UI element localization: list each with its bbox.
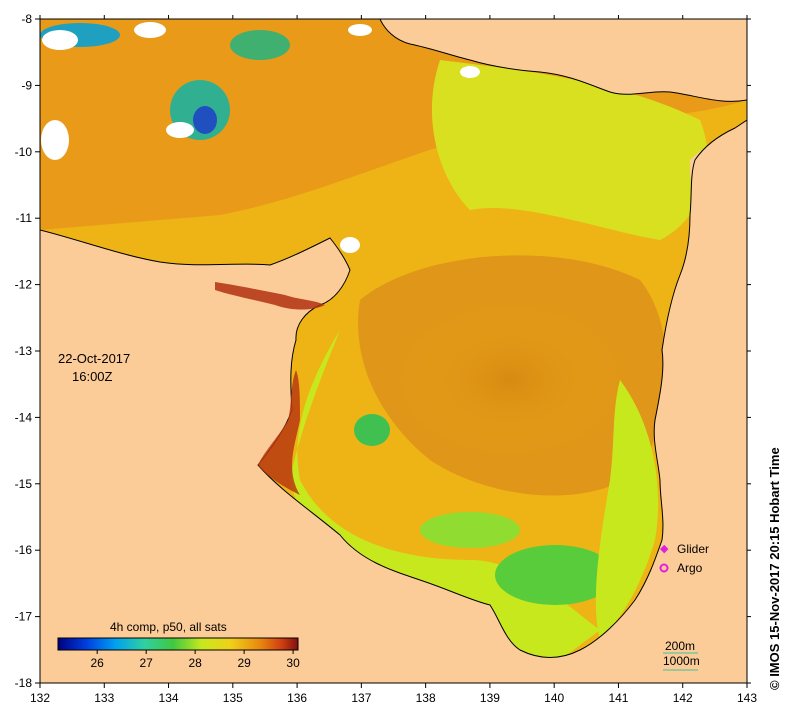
land-cape-york [690,130,747,280]
contour-1000m-label: 1000m [663,654,700,668]
coastline [40,119,747,658]
colorbar-gradient [57,637,299,651]
glider-icon: ◆ [660,542,669,555]
colorbar-tick-label: 26 [91,656,105,670]
sea-cold-west-patch [354,414,390,446]
colorbar-ticks: 26 27 28 29 30 [91,650,300,670]
lat-tick-label: -9 [21,78,32,92]
colorbar-tick-label: 28 [188,656,202,670]
lon-tick-label: 139 [480,691,500,705]
sea-cool-east [595,380,659,640]
lat-tick-label: -14 [15,410,33,424]
hot-coast-north [215,282,325,310]
lon-tick-label: 142 [673,691,693,705]
lon-tick-label: 134 [159,691,179,705]
lon-tick-label: 136 [287,691,307,705]
glider-label: Glider [677,542,709,556]
colorbar-tick-label: 29 [237,656,251,670]
lat-tick-label: -11 [16,211,33,225]
lat-tick-label: -18 [15,676,33,690]
platform-legend: ◆ Glider Argo [659,542,709,575]
lon-tick-label: 133 [94,691,114,705]
plot-area [40,19,747,683]
coastline-north [379,19,747,102]
colorbar-tick-label: 27 [139,656,153,670]
lat-tick-label: -16 [15,543,33,557]
lat-tick-label: -13 [15,344,33,358]
argo-icon [659,563,669,573]
credit-label: © IMOS 15-Nov-2017 20:15 Hobart Time [767,447,782,690]
lat-tick-label: -10 [15,145,33,159]
lon-tick-label: 138 [416,691,436,705]
lat-tick-label: -15 [15,477,33,491]
land-arnhem [40,120,747,683]
contour-legend: 200m 1000m [663,639,700,671]
colorbar-tick-label: 30 [286,656,300,670]
lon-tick-label: 141 [608,691,628,705]
hot-coast-west [258,370,300,495]
time-label: 16:00Z [72,369,113,384]
lon-tick-label: 143 [737,691,757,705]
argo-label: Argo [677,561,703,575]
lon-tick-label: 140 [544,691,564,705]
lon-tick-label: 137 [351,691,371,705]
lat-tick-label: -8 [21,12,32,26]
lon-tick-label: 132 [30,691,50,705]
land-papua [380,19,747,102]
sea-cold-nw-4 [193,106,217,134]
lon-tick-label: 135 [223,691,243,705]
contour-200m-label: 200m [665,639,695,653]
colorbar: 4h comp, p50, all sats 26 27 28 29 30 [57,620,300,670]
sea-warm-core [390,300,630,460]
lat-tick-label: -12 [15,278,33,292]
lon-axis: 132 133 134 135 136 137 138 139 140 141 142 143 [30,15,757,705]
sea-cold-nw-2 [230,30,290,60]
sea-cool-ne [431,60,708,240]
sea-cold-south [495,545,615,605]
lat-axis: -8 -9 -10 -11 -12 -13 -14 -15 -16 -17 -18 [15,12,751,690]
colorbar-title: 4h comp, p50, all sats [110,620,227,634]
sea-cold-south-2 [420,512,520,548]
date-label: 22-Oct-2017 [58,351,130,366]
lat-tick-label: -17 [15,610,33,624]
